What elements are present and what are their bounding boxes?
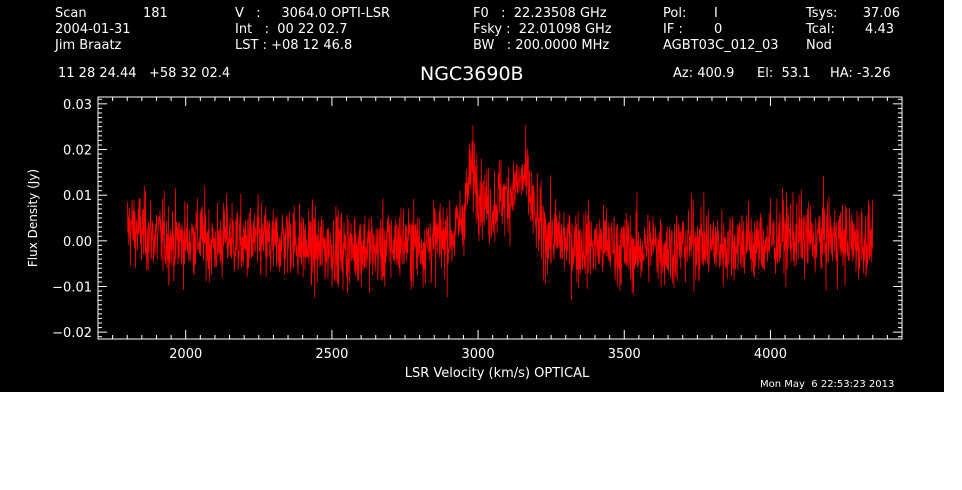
scan-number: 181: [143, 6, 168, 21]
tsys-value: 37.06: [862, 6, 900, 21]
plot-frame: [97, 96, 903, 340]
velocity-readout: V : 3064.0 OPTI-LSR: [235, 6, 391, 21]
source-name: NGC3690B: [420, 63, 524, 85]
y-tick-label: −0.01: [52, 280, 92, 295]
x-tick-label: 3000: [462, 347, 495, 362]
y-tick-label: −0.02: [52, 326, 92, 341]
hour-angle: HA: -3.26: [830, 66, 891, 81]
polarization-value: I: [714, 6, 718, 21]
project-id: AGBT03C_012_03: [663, 38, 779, 53]
x-tick-label: 2000: [169, 347, 202, 362]
y-tick-label: 0.01: [63, 189, 92, 204]
scan-label: Scan: [55, 6, 87, 21]
lst-readout: LST : +08 12 46.8: [235, 38, 353, 53]
x-axis-label: LSR Velocity (km/s) OPTICAL: [405, 366, 590, 381]
y-tick-label: 0.02: [63, 144, 92, 159]
polarization-label: Pol:: [663, 6, 687, 21]
bandwidth: BW : 200.0000 MHz: [473, 38, 610, 53]
if-value: 0: [714, 22, 723, 37]
x-tick-label: 3500: [608, 347, 641, 362]
procedure-name: Nod: [806, 38, 832, 53]
axes: 2000 2500 3000 3500 4000 −0.02 −0.01 0.00 0.01 0.…: [52, 97, 902, 362]
if-label: IF :: [663, 22, 683, 37]
plot-timestamp: Mon May 6 22:53:23 2013: [760, 379, 895, 390]
observer-name: Jim Braatz: [55, 38, 122, 53]
plot-border: [97, 96, 903, 340]
tcal-value: 4.43: [865, 22, 894, 37]
rest-frequency: F0 : 22.23508 GHz: [473, 6, 607, 21]
tcal-label: Tcal:: [806, 22, 835, 37]
integration-time: Int : 00 22 02.7: [235, 22, 348, 37]
azimuth: Az: 400.9: [673, 66, 735, 81]
y-axis-label: Flux Density (Jy): [26, 169, 40, 267]
tsys-label: Tsys:: [806, 6, 838, 21]
y-tick-label: 0.00: [63, 235, 92, 250]
elevation: El: 53.1: [757, 66, 811, 81]
flux-density-series: [126, 124, 874, 301]
source-coordinates: 11 28 24.44 +58 32 02.4: [58, 66, 231, 81]
sky-frequency: Fsky : 22.01098 GHz: [473, 22, 612, 37]
x-tick-label: 4000: [754, 347, 787, 362]
y-tick-label: 0.03: [63, 98, 92, 113]
series-layer: [126, 124, 874, 301]
x-tick-label: 2500: [315, 347, 348, 362]
spectrum-chart: 2000 2500 3000 3500 4000 −0.02 −0.01 0.00 0.01 0.…: [26, 96, 903, 381]
observation-date: 2004-01-31: [55, 22, 131, 37]
